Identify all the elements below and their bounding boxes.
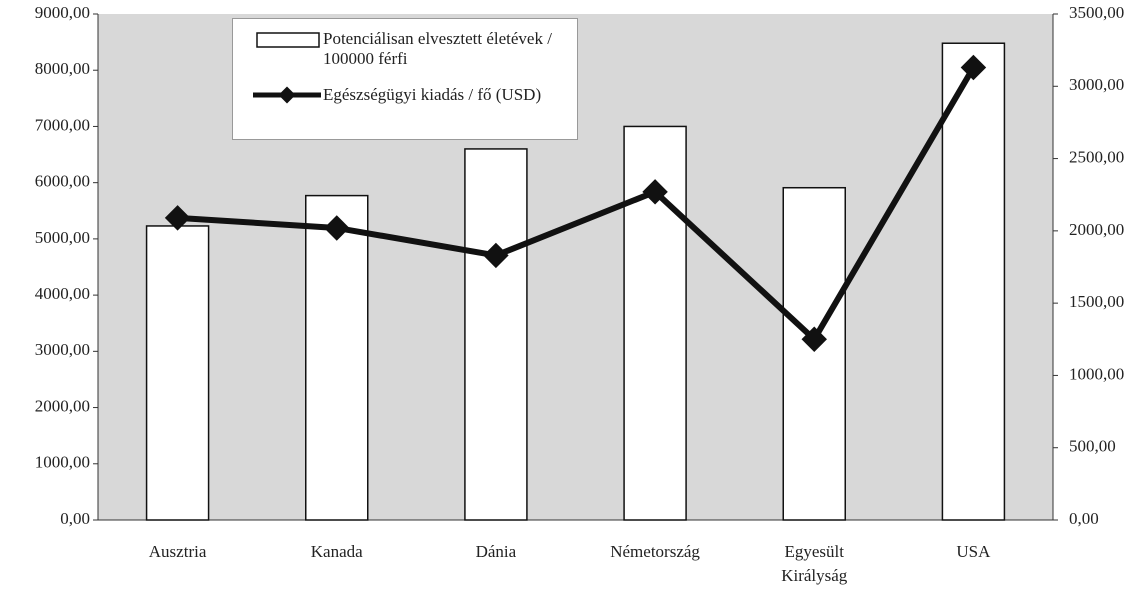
legend-label: Potenciálisan elvesztett életévek / 1000… bbox=[323, 29, 552, 68]
x-tick-label-line: Dánia bbox=[476, 542, 517, 561]
y2-tick-label: 500,00 bbox=[1069, 437, 1116, 456]
marker bbox=[324, 215, 350, 241]
y2-tick-label: 3500,00 bbox=[1069, 3, 1124, 22]
y-tick-label: 6000,00 bbox=[35, 172, 90, 191]
x-tick-label: USA bbox=[956, 542, 991, 561]
bar bbox=[305, 194, 369, 521]
marker bbox=[960, 54, 987, 81]
x-tick-label: Egyesült Királyság bbox=[781, 542, 848, 585]
y-tick-label: 5000,00 bbox=[35, 228, 90, 247]
legend-swatch-marker bbox=[278, 86, 296, 104]
legend-swatches bbox=[253, 32, 321, 104]
x-tick-label: Dánia bbox=[476, 542, 517, 561]
line bbox=[177, 65, 977, 345]
x-tick-label-line: Királyság bbox=[781, 566, 848, 585]
x-tick-label-line: Egyesült bbox=[785, 542, 845, 561]
bar bbox=[145, 225, 210, 521]
x-tick-label: Németország bbox=[610, 542, 700, 561]
y-tick-label: 7000,00 bbox=[35, 115, 90, 134]
bar bbox=[941, 42, 1006, 521]
x-tick-label: Ausztria bbox=[149, 542, 207, 561]
bar bbox=[464, 148, 528, 521]
y-tick-label: 9000,00 bbox=[35, 3, 90, 22]
legend: Potenciálisan elvesztett életévek / 1000… bbox=[232, 18, 578, 140]
y-tick-label: 4000,00 bbox=[35, 284, 90, 303]
bar bbox=[782, 186, 846, 521]
legend-swatch-bar bbox=[256, 32, 320, 48]
y-tick-label: 3000,00 bbox=[35, 340, 90, 359]
legend-label: Egészségügyi kiadás / fő (USD) bbox=[323, 85, 542, 104]
y2-tick-label: 1000,00 bbox=[1069, 364, 1124, 383]
marker bbox=[483, 242, 509, 269]
marker bbox=[801, 326, 827, 353]
y-tick-label: 8000,00 bbox=[35, 59, 90, 78]
y2-tick-label: 1500,00 bbox=[1069, 292, 1124, 311]
y2-tick-label: 0,00 bbox=[1069, 509, 1099, 528]
y-tick-label: 1000,00 bbox=[35, 453, 90, 472]
x-tick-label-line: Kanada bbox=[311, 542, 363, 561]
x-tick-label: Kanada bbox=[311, 542, 363, 561]
x-tick-label-line: Németország bbox=[610, 542, 700, 561]
y2-tick-label: 2000,00 bbox=[1069, 220, 1124, 239]
y2-tick-label: 3000,00 bbox=[1069, 75, 1124, 94]
y2-tick-label: 2500,00 bbox=[1069, 147, 1124, 166]
marker bbox=[642, 179, 668, 205]
y-tick-label: 0,00 bbox=[60, 509, 90, 528]
x-tick-label-line: Ausztria bbox=[149, 542, 207, 561]
x-tick-label-line: USA bbox=[956, 542, 991, 561]
y-tick-label: 2000,00 bbox=[35, 396, 90, 415]
